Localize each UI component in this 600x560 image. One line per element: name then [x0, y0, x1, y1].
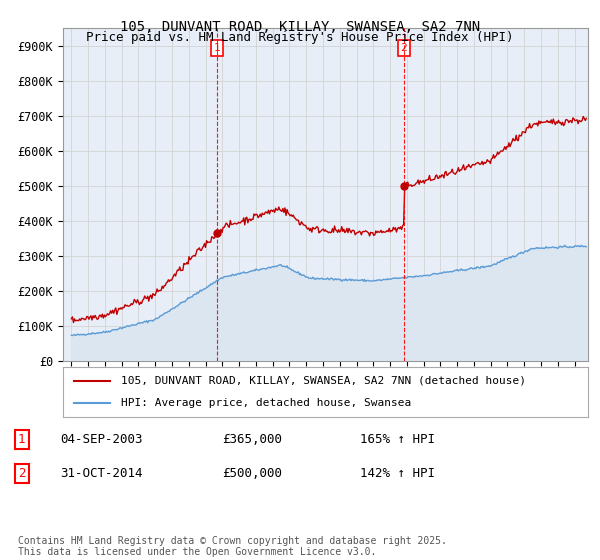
Text: 31-OCT-2014: 31-OCT-2014: [60, 466, 143, 480]
Text: 165% ↑ HPI: 165% ↑ HPI: [360, 433, 435, 446]
Text: HPI: Average price, detached house, Swansea: HPI: Average price, detached house, Swan…: [121, 398, 411, 408]
Text: 1: 1: [18, 433, 25, 446]
Text: £365,000: £365,000: [222, 433, 282, 446]
Text: 1: 1: [214, 43, 220, 53]
Text: Contains HM Land Registry data © Crown copyright and database right 2025.
This d: Contains HM Land Registry data © Crown c…: [18, 535, 447, 557]
Text: Price paid vs. HM Land Registry's House Price Index (HPI): Price paid vs. HM Land Registry's House …: [86, 31, 514, 44]
Text: 2: 2: [401, 43, 407, 53]
Text: 04-SEP-2003: 04-SEP-2003: [60, 433, 143, 446]
Text: 105, DUNVANT ROAD, KILLAY, SWANSEA, SA2 7NN: 105, DUNVANT ROAD, KILLAY, SWANSEA, SA2 …: [120, 20, 480, 34]
Text: 2: 2: [18, 466, 25, 480]
Text: £500,000: £500,000: [222, 466, 282, 480]
Text: 105, DUNVANT ROAD, KILLAY, SWANSEA, SA2 7NN (detached house): 105, DUNVANT ROAD, KILLAY, SWANSEA, SA2 …: [121, 376, 526, 386]
Text: 142% ↑ HPI: 142% ↑ HPI: [360, 466, 435, 480]
